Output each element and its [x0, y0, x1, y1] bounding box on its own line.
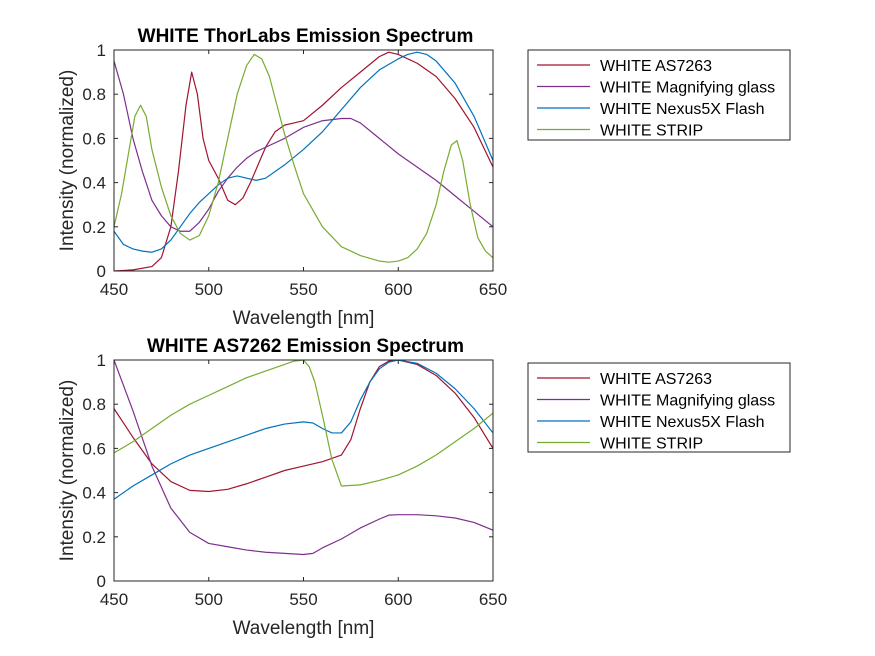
- series-line-3: [114, 51, 493, 253]
- y-tick-label: 0.6: [82, 439, 106, 458]
- x-tick-label: 450: [100, 590, 128, 609]
- legend: WHITE AS7263 WHITE Magnifying glass WHITE …: [527, 49, 791, 141]
- y-tick-label: 0.8: [82, 395, 106, 414]
- x-tick-label: 600: [384, 590, 412, 609]
- y-axis-label: Intensity (normalized): [57, 380, 78, 562]
- x-tick-label: 500: [195, 590, 223, 609]
- y-tick-label: 1: [97, 351, 106, 370]
- y-tick-label: 0.8: [82, 85, 106, 104]
- plot-area: [113, 359, 494, 582]
- legend-entry: WHITE Magnifying glass: [600, 393, 775, 410]
- x-tick-label: 550: [289, 280, 317, 299]
- legend-entry: WHITE AS7263: [600, 58, 712, 75]
- series-line-4: [114, 53, 493, 263]
- series-group: [114, 51, 493, 271]
- legend-entry: WHITE Nexus5X Flash: [600, 101, 764, 118]
- chart-2: 450 500 550 600 650 0 0.2 0.4 0.6 0.8 1 WHITE AS726…: [57, 336, 791, 639]
- y-tick-label: 0.6: [82, 129, 106, 148]
- y-tick-label: 0: [97, 262, 106, 281]
- x-axis-label: Wavelength [nm]: [233, 618, 375, 639]
- chart-title: WHITE ThorLabs Emission Spectrum: [138, 26, 474, 47]
- chart-title: WHITE AS7262 Emission Spectrum: [147, 336, 464, 357]
- x-tick-label: 650: [479, 280, 507, 299]
- series-line-2: [114, 60, 493, 232]
- series-line-4: [114, 360, 493, 487]
- x-tick-label: 450: [100, 280, 128, 299]
- legend-entry: WHITE STRIP: [600, 123, 703, 140]
- series-group: [114, 360, 493, 556]
- x-axis-label: Wavelength [nm]: [233, 308, 375, 329]
- x-tick-label: 600: [384, 280, 412, 299]
- y-tick-label: 0.4: [82, 484, 106, 503]
- x-tick-label: 550: [289, 590, 317, 609]
- legend-entry: WHITE Magnifying glass: [600, 80, 775, 97]
- series-line-3: [114, 360, 493, 500]
- plot-area: [113, 49, 494, 272]
- y-tick-label: 0.4: [82, 174, 106, 193]
- legend-entry: WHITE Nexus5X Flash: [600, 414, 764, 431]
- series-line-2: [114, 360, 493, 556]
- y-tick-label: 0.2: [82, 218, 106, 237]
- y-tick-label: 0: [97, 572, 106, 591]
- series-line-1: [114, 51, 493, 271]
- legend-entry: WHITE STRIP: [600, 436, 703, 453]
- x-tick-label: 650: [479, 590, 507, 609]
- legend: WHITE AS7263 WHITE Magnifying glass WHITE …: [527, 362, 791, 453]
- x-tick-label: 500: [195, 280, 223, 299]
- legend-entry: WHITE AS7263: [600, 371, 712, 388]
- y-tick-label: 0.2: [82, 528, 106, 547]
- y-axis-label: Intensity (normalized): [57, 70, 78, 252]
- y-tick-label: 1: [97, 41, 106, 60]
- chart-1: 450 500 550 600 650 0 0.2 0.4 0.6 0.8 1 WHITE ThorL…: [57, 26, 791, 329]
